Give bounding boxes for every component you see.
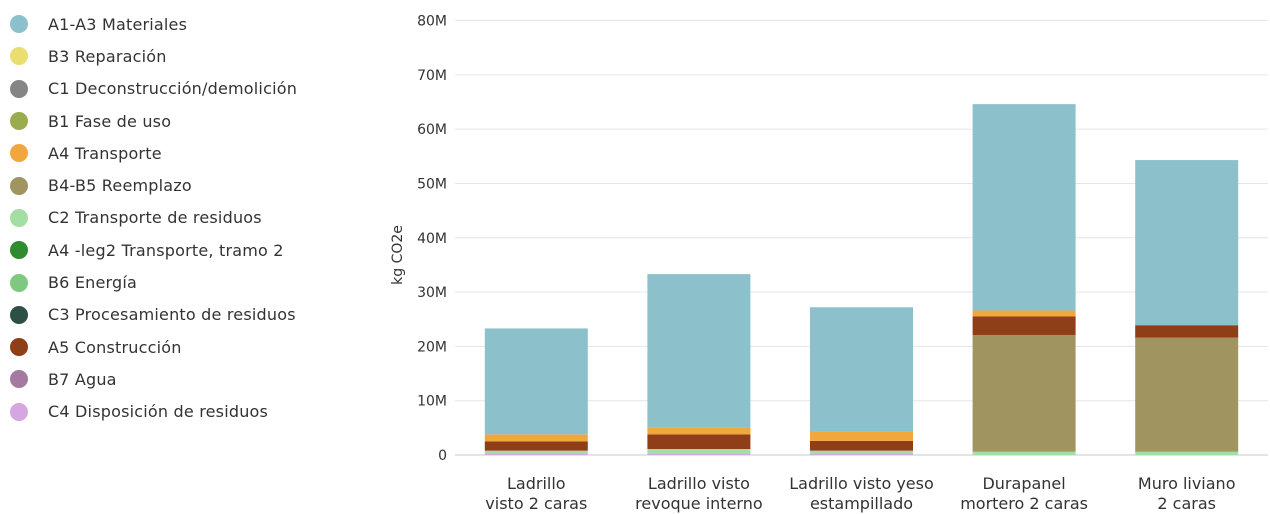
bar-segment xyxy=(810,453,913,455)
y-tick-label: 20M xyxy=(417,339,447,355)
legend-swatch xyxy=(10,47,28,66)
legend-label: B7 Agua xyxy=(48,369,117,389)
x-tick-label: Muro liviano 2 caras xyxy=(1138,474,1236,513)
bar-segment xyxy=(647,274,751,428)
legend-item-c1: C1 Deconstrucción/demolición xyxy=(10,73,370,105)
y-tick-label: 10M xyxy=(417,394,447,410)
x-tick-label-line: Muro liviano xyxy=(1138,474,1236,493)
x-tick-label: Ladrillo visto revoque interno xyxy=(635,474,762,513)
legend-label: A1-A3 Materiales xyxy=(48,14,188,34)
bar-segment xyxy=(810,440,913,451)
x-tick-label: Ladrillo visto 2 caras xyxy=(485,474,587,513)
legend-label: C3 Procesamiento de residuos xyxy=(48,305,296,325)
legend-label: B4-B5 Reemplazo xyxy=(48,176,192,196)
legend-item-b3: B3 Reparación xyxy=(10,40,370,72)
y-axis-ticks: 0 10M 20M 30M 40M 50M 60M 70M 80M xyxy=(417,14,447,465)
legend-swatch xyxy=(10,305,28,324)
bar-segment xyxy=(484,328,588,435)
bar-segment xyxy=(1135,337,1239,452)
chart-legend: A1-A3 Materiales B3 Reparación C1 Decons… xyxy=(10,8,370,428)
legend-swatch xyxy=(10,338,28,357)
bar-segment xyxy=(647,434,751,450)
bar-segment xyxy=(972,104,1076,311)
legend-swatch xyxy=(10,402,28,421)
legend-label: B1 Fase de uso xyxy=(48,111,172,131)
bar-segment xyxy=(1135,325,1239,338)
legend-label: B6 Energía xyxy=(48,273,138,293)
y-tick-label: 50M xyxy=(417,176,447,192)
legend-swatch xyxy=(10,144,28,163)
legend-label: C2 Transporte de residuos xyxy=(48,208,262,228)
legend-item-b1: B1 Fase de uso xyxy=(10,105,370,137)
bar-segment xyxy=(810,431,913,441)
y-axis-label: kg CO2e xyxy=(390,225,406,285)
bar-segment xyxy=(972,451,1076,455)
y-tick-label: 60M xyxy=(417,122,447,138)
bar-segment xyxy=(972,334,1076,452)
x-tick-label-line: revoque interno xyxy=(635,494,762,513)
bar-segment xyxy=(484,453,588,455)
bar-segment xyxy=(647,453,751,455)
x-tick-label-line: visto 2 caras xyxy=(485,494,587,513)
legend-swatch xyxy=(10,208,28,227)
bar-segment xyxy=(972,316,1076,335)
legend-swatch xyxy=(10,176,28,195)
legend-item-a4-leg2: A4 -leg2 Transporte, tramo 2 xyxy=(10,234,370,266)
legend-label: C4 Disposición de residuos xyxy=(48,402,269,422)
x-axis-ticks: Ladrillo visto 2 caras Ladrillo visto revoq… xyxy=(485,474,1235,513)
bar-segment xyxy=(484,450,588,454)
legend-item-c3: C3 Procesamiento de residuos xyxy=(10,299,370,331)
x-tick-label-line: mortero 2 caras xyxy=(960,494,1088,513)
x-tick-label-line: Ladrillo xyxy=(507,474,566,493)
legend-item-c4: C4 Disposición de residuos xyxy=(10,396,370,428)
legend-swatch xyxy=(10,15,28,34)
bar-segment xyxy=(647,449,751,454)
x-tick-label-line: Ladrillo visto yeso xyxy=(789,474,934,493)
legend-item-c2: C2 Transporte de residuos xyxy=(10,202,370,234)
legend-label: B3 Reparación xyxy=(48,46,167,66)
y-tick-label: 0 xyxy=(438,448,447,464)
legend-label: A4 Transporte xyxy=(48,143,162,163)
bar-segment xyxy=(810,450,913,454)
legend-swatch xyxy=(10,79,28,98)
x-tick-label-line: Durapanel xyxy=(982,474,1065,493)
bar-segment xyxy=(647,427,751,435)
legend-label: A4 -leg2 Transporte, tramo 2 xyxy=(48,240,284,260)
legend-label: C1 Deconstrucción/demolición xyxy=(48,79,298,99)
legend-item-a4: A4 Transporte xyxy=(10,137,370,169)
y-tick-label: 40M xyxy=(417,231,447,247)
x-tick-label-line: 2 caras xyxy=(1157,494,1216,513)
y-tick-label: 30M xyxy=(417,285,447,301)
bars xyxy=(484,104,1239,455)
legend-item-a5: A5 Construcción xyxy=(10,331,370,363)
legend-item-b6: B6 Energía xyxy=(10,266,370,298)
legend-label: A5 Construcción xyxy=(48,337,182,357)
legend-swatch xyxy=(10,370,28,389)
legend-item-b4-b5: B4-B5 Reemplazo xyxy=(10,169,370,201)
legend-item-a1-a3: A1-A3 Materiales xyxy=(10,8,370,40)
x-tick-label: Ladrillo visto yeso estampillado xyxy=(789,474,934,513)
bar-segment xyxy=(484,441,588,451)
x-tick-label-line: Ladrillo visto xyxy=(648,474,750,493)
bar-segment xyxy=(972,310,1076,317)
legend-swatch xyxy=(10,241,28,260)
bar-segment xyxy=(1135,160,1239,326)
bar-segment xyxy=(1135,451,1239,455)
legend-item-b7: B7 Agua xyxy=(10,363,370,395)
bar-segment xyxy=(484,434,588,442)
y-tick-label: 80M xyxy=(417,14,447,30)
legend-swatch xyxy=(10,112,28,131)
x-tick-label: Durapanel mortero 2 caras xyxy=(960,474,1088,513)
x-tick-label-line: estampillado xyxy=(810,494,913,513)
bar-segment xyxy=(810,307,913,432)
legend-swatch xyxy=(10,273,28,292)
y-tick-label: 70M xyxy=(417,68,447,84)
